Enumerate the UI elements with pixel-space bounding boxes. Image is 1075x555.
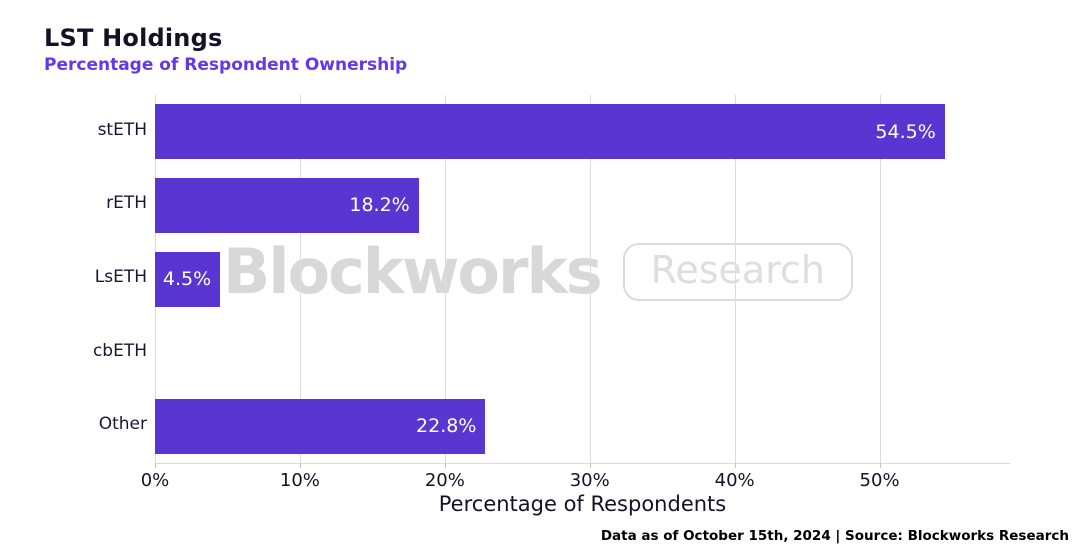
- blockworks-logo: Blockworks: [223, 235, 603, 308]
- tick-label-10%: 10%: [279, 470, 320, 491]
- tick-label-20%: 20%: [424, 470, 465, 491]
- tick-mark-40%: [734, 463, 736, 468]
- tick-mark-20%: [444, 463, 446, 468]
- tick-mark-10%: [299, 463, 301, 468]
- bar-value-rETH: 18.2%: [349, 194, 410, 217]
- tick-label-30%: 30%: [569, 470, 610, 491]
- chart-subtitle: Percentage of Respondent Ownership: [44, 55, 408, 75]
- x-axis: 0% 10% 20% 30% 40% 50%: [141, 463, 1010, 493]
- bar-rETH: 18.2%: [155, 177, 419, 233]
- gridline-30%: [589, 95, 591, 463]
- tick-label-0%: 0%: [140, 470, 170, 491]
- bar-Other: 22.8%: [155, 398, 486, 454]
- bar-stETH: 54.5%: [155, 104, 945, 160]
- bar-value-stETH: 54.5%: [875, 120, 936, 143]
- bar-LsETH: 4.5%: [155, 251, 221, 307]
- category-label-cbETH: cbETH: [92, 340, 147, 361]
- plot-area: Blockworks Research 54.5% 18.2% 4.5% 22.8%: [155, 95, 1010, 464]
- page-title: LST Holdings: [44, 24, 223, 52]
- watermark: Blockworks Research: [223, 235, 853, 308]
- gridline-10%: [299, 95, 301, 463]
- tick-mark-50%: [879, 463, 881, 468]
- category-label-stETH: stETH: [97, 119, 147, 140]
- tick-label-40%: 40%: [714, 470, 755, 491]
- source-note: Data as of October 15th, 2024 | Source: …: [600, 528, 1069, 544]
- research-badge: Research: [622, 242, 853, 301]
- category-label-rETH: rETH: [106, 193, 147, 214]
- gridline-50%: [879, 95, 881, 463]
- tick-label-50%: 50%: [859, 470, 900, 491]
- bar-value-Other: 22.8%: [416, 415, 477, 438]
- bar-value-LsETH: 4.5%: [162, 268, 212, 290]
- x-axis-title: Percentage of Respondents: [438, 492, 727, 516]
- category-label-Other: Other: [98, 414, 147, 435]
- category-label-LsETH: LsETH: [94, 267, 147, 287]
- gridline-20%: [444, 95, 446, 463]
- gridline-40%: [734, 95, 736, 463]
- tick-mark-30%: [589, 463, 591, 468]
- tick-mark-0%: [155, 463, 156, 468]
